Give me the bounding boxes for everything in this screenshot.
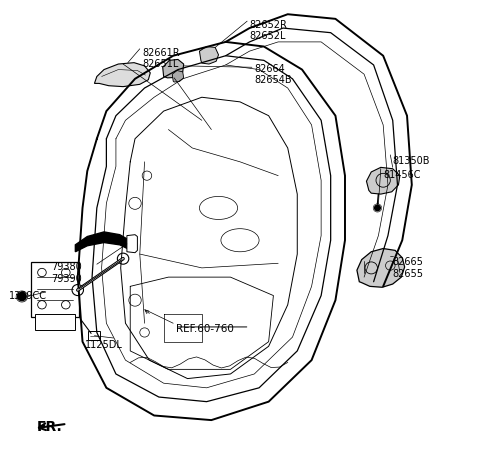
Text: 82665
82655: 82665 82655 (393, 257, 424, 278)
Polygon shape (127, 235, 137, 253)
Polygon shape (357, 249, 405, 288)
Text: 1339CC: 1339CC (9, 290, 47, 300)
Circle shape (117, 254, 129, 265)
Circle shape (18, 293, 26, 301)
Text: 82664
82654B: 82664 82654B (254, 63, 292, 85)
FancyBboxPatch shape (35, 315, 75, 331)
Text: 82652R
82652L: 82652R 82652L (250, 20, 288, 41)
Text: 81456C: 81456C (383, 169, 420, 179)
Polygon shape (75, 232, 129, 252)
Polygon shape (172, 71, 184, 83)
Circle shape (373, 205, 381, 212)
Text: FR.: FR. (37, 419, 63, 433)
Text: 82661R
82651L: 82661R 82651L (142, 47, 180, 69)
FancyBboxPatch shape (32, 263, 79, 318)
Polygon shape (163, 60, 184, 79)
Text: 81350B: 81350B (393, 156, 430, 166)
Text: 79380
79390: 79380 79390 (51, 262, 82, 283)
Polygon shape (95, 63, 150, 88)
FancyBboxPatch shape (88, 332, 100, 340)
Polygon shape (199, 47, 218, 65)
Circle shape (72, 285, 84, 296)
Text: 1125DL: 1125DL (85, 340, 123, 350)
Polygon shape (366, 168, 400, 194)
Text: REF.60-760: REF.60-760 (176, 324, 233, 333)
